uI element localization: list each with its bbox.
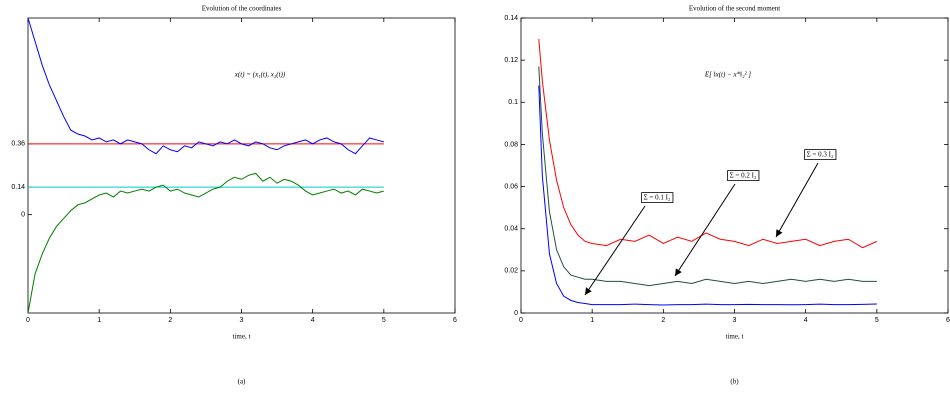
annotation: E[ ‖x(t) − x*‖₂² ]	[704, 71, 752, 79]
y-tick-label: 0	[514, 310, 518, 317]
y-tick-label: 0.36	[11, 141, 25, 148]
annotation: Σ = 0.2 I₂	[730, 172, 757, 180]
x-tick-label: 2	[168, 317, 172, 324]
x-tick-label: 6	[453, 317, 457, 324]
caption: (b)	[730, 378, 739, 386]
x-tick-label: 4	[311, 317, 315, 324]
annotation-arrow	[674, 183, 736, 277]
plot-frame	[520, 17, 949, 314]
x-tick-label: 4	[804, 317, 808, 324]
annotation: Σ = 0.1 I₂	[644, 194, 671, 202]
x-tick-label: 2	[661, 317, 665, 324]
x-axis-label: time, t	[233, 333, 251, 341]
x-tick-label: 0	[26, 317, 30, 324]
y-tick-label: 0.1	[508, 99, 518, 106]
data-line	[538, 66, 877, 287]
x-tick-label: 0	[519, 317, 523, 324]
caption: (a)	[238, 378, 246, 386]
x-tick-label: 5	[382, 317, 386, 324]
annotation-box	[641, 192, 674, 204]
y-tick-label: 0.14	[504, 15, 518, 22]
data-line	[538, 85, 877, 306]
annotation-box	[804, 149, 837, 161]
y-tick-label: 0	[21, 212, 25, 219]
annotation: Σ = 0.3 I₂	[807, 151, 834, 159]
annotation-box	[727, 170, 760, 182]
y-tick-label: 0.12	[504, 57, 518, 64]
x-tick-label: 5	[875, 317, 879, 324]
annotation-arrow	[584, 205, 646, 296]
annotation: x(t) = (x₁(t), x₂(t))	[234, 71, 286, 79]
y-tick-label: 0.02	[504, 268, 518, 275]
chart-title: Evolution of the second moment	[689, 5, 780, 13]
data-line	[27, 17, 384, 155]
data-line	[538, 39, 878, 249]
chart-title: Evolution of the coordinates	[202, 5, 282, 13]
y-tick-label: 0.14	[11, 184, 25, 191]
x-tick-label: 1	[590, 317, 594, 324]
y-tick-label: 0.08	[504, 141, 518, 148]
x-axis-label: time, t	[726, 333, 744, 341]
x-tick-label: 6	[946, 317, 950, 324]
plot-frame	[27, 17, 456, 314]
x-tick-label: 1	[97, 317, 101, 324]
annotation-arrow	[775, 162, 819, 238]
x-tick-label: 3	[240, 317, 244, 324]
data-line	[27, 172, 384, 314]
y-tick-label: 0.06	[504, 183, 518, 190]
x-tick-label: 3	[733, 317, 737, 324]
y-tick-label: 0.04	[504, 226, 518, 233]
